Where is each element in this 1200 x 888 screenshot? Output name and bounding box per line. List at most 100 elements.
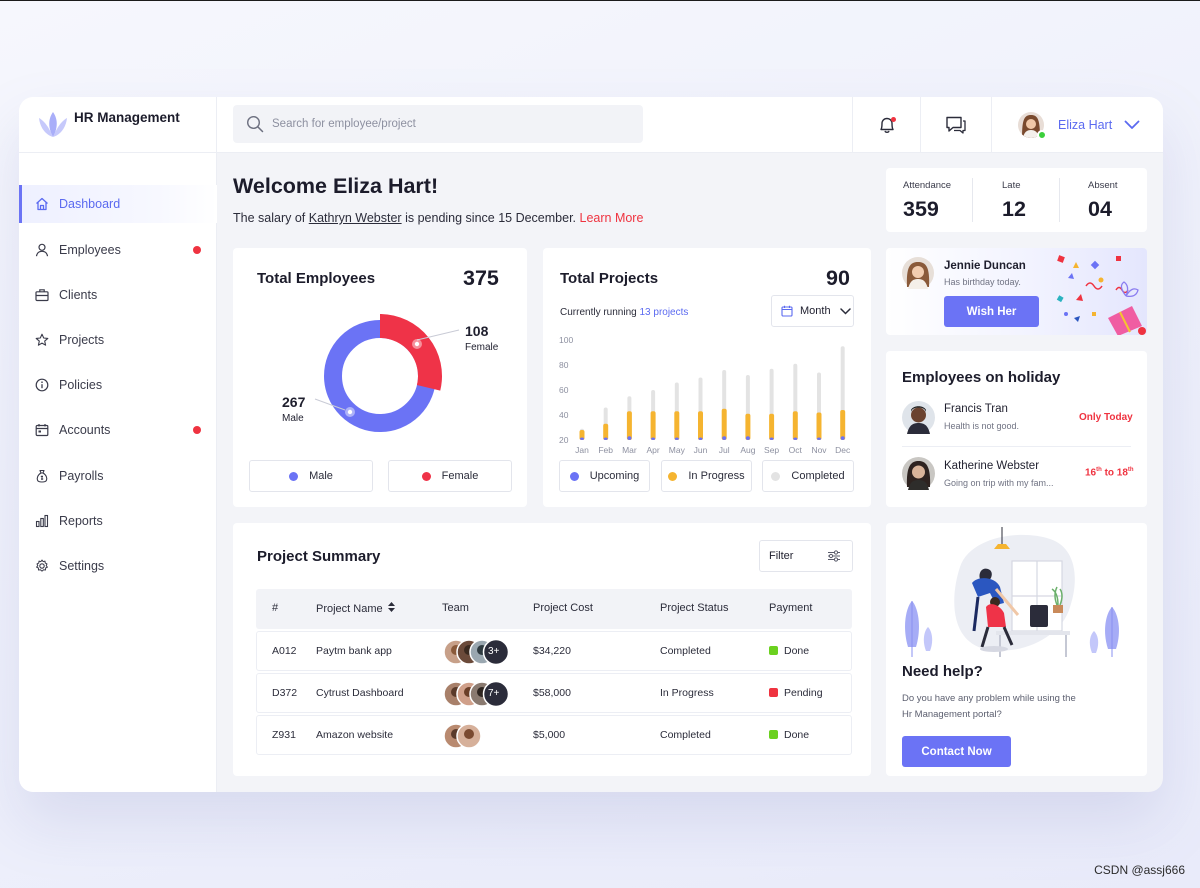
projects-total: 90 bbox=[826, 266, 850, 290]
bar-upcoming-jan bbox=[580, 437, 584, 440]
female-legend-dot bbox=[421, 471, 431, 481]
male-marker-dot bbox=[347, 409, 353, 415]
filter-button[interactable]: Filter bbox=[759, 540, 853, 572]
table-row[interactable]: A012 Paytm bank app 3+ $34,220 Completed… bbox=[256, 631, 852, 671]
project-status: Completed bbox=[660, 729, 711, 741]
table-row[interactable]: Z931 Amazon website $5,000 Completed Don… bbox=[256, 715, 852, 755]
bar-in-progress-sep bbox=[769, 413, 775, 440]
female-count: 108 bbox=[465, 323, 489, 339]
stat-value-late: 12 bbox=[1002, 197, 1026, 221]
date-to: to 18 bbox=[1101, 467, 1128, 479]
avatar bbox=[902, 457, 935, 490]
legend-in-progress[interactable]: In Progress bbox=[661, 460, 752, 492]
sidebar-item-settings[interactable]: Settings bbox=[19, 547, 217, 585]
sidebar-item-dashboard[interactable]: Dashboard bbox=[19, 185, 217, 223]
male-legend-dot bbox=[289, 471, 299, 481]
sort-icon[interactable] bbox=[387, 602, 395, 612]
learn-more-link[interactable]: Learn More bbox=[579, 211, 644, 225]
sidebar-item-payrolls[interactable]: Payrolls bbox=[19, 457, 217, 495]
column-header: Team bbox=[442, 602, 469, 614]
x-tick-label: Nov bbox=[811, 445, 827, 455]
table-header: # Project Name Team Project Cost Project… bbox=[256, 589, 852, 629]
briefcase-icon bbox=[34, 287, 50, 303]
running-projects-link[interactable]: 13 projects bbox=[639, 307, 689, 318]
legend-female[interactable]: Female bbox=[388, 460, 512, 492]
bar-in-progress-jul bbox=[721, 408, 727, 440]
project-cost: $5,000 bbox=[533, 729, 566, 741]
sidebar-item-label: Dashboard bbox=[59, 197, 121, 211]
sidebar-item-employees[interactable]: Employees bbox=[19, 231, 217, 269]
sidebar-item-label: Employees bbox=[59, 243, 121, 257]
sidebar-item-clients[interactable]: Clients bbox=[19, 276, 217, 314]
birthday-name: Jennie Duncan bbox=[944, 260, 1026, 272]
help-illustration bbox=[905, 527, 1119, 657]
bar-in-progress-oct bbox=[792, 411, 798, 440]
legend-male[interactable]: Male bbox=[249, 460, 373, 492]
confetti-gift-icon bbox=[1056, 255, 1146, 335]
employee-link[interactable]: Kathryn Webster bbox=[308, 211, 402, 225]
avatar-image bbox=[1018, 112, 1044, 138]
legend-upcoming[interactable]: Upcoming bbox=[559, 460, 650, 492]
bar-in-progress-apr bbox=[650, 411, 656, 440]
sidebar-item-policies[interactable]: Policies bbox=[19, 366, 217, 404]
search-bar[interactable] bbox=[233, 105, 643, 143]
payment-status-dot bbox=[769, 646, 778, 655]
column-header: # bbox=[272, 602, 279, 614]
project-status: Completed bbox=[660, 645, 711, 657]
project-status: In Progress bbox=[660, 687, 714, 699]
notifications-button[interactable] bbox=[852, 97, 920, 153]
y-tick-label: 20 bbox=[559, 435, 569, 445]
sidebar-item-label: Payrolls bbox=[59, 469, 104, 483]
sidebar-item-projects[interactable]: Projects bbox=[19, 321, 217, 359]
online-indicator bbox=[1037, 130, 1047, 140]
logo-area: HR Management bbox=[19, 97, 217, 153]
sidebar-item-label: Accounts bbox=[59, 423, 111, 437]
x-tick-label: Jul bbox=[719, 445, 730, 455]
help-card: Need help? Do you have any problem while… bbox=[886, 523, 1147, 776]
star-icon bbox=[34, 332, 50, 348]
top-bar: Eliza Hart bbox=[217, 97, 1163, 153]
payment-status-dot bbox=[769, 688, 778, 697]
project-name: Cytrust Dashboard bbox=[316, 687, 404, 699]
team-avatars[interactable] bbox=[443, 723, 487, 749]
column-header-sortable[interactable]: Project Name bbox=[316, 602, 395, 615]
legend-completed[interactable]: Completed bbox=[762, 460, 854, 492]
messages-button[interactable] bbox=[920, 97, 991, 153]
avatar bbox=[902, 401, 935, 434]
sidebar-item-label: Settings bbox=[59, 559, 105, 573]
table-row[interactable]: D372 Cytrust Dashboard 7+ $58,000 In Pro… bbox=[256, 673, 852, 713]
gear-icon bbox=[34, 558, 50, 574]
bar-chart-icon bbox=[34, 513, 50, 529]
team-avatars[interactable]: 7+ bbox=[443, 680, 513, 708]
filter-label: Filter bbox=[769, 550, 794, 562]
wish-her-button[interactable]: Wish Her bbox=[944, 296, 1039, 327]
employees-donut-chart bbox=[314, 314, 460, 432]
user-menu[interactable]: Eliza Hart bbox=[991, 97, 1163, 153]
sidebar-item-reports[interactable]: Reports bbox=[19, 502, 217, 540]
payment-status: Pending bbox=[784, 687, 823, 699]
help-text-line: Hr Management portal? bbox=[902, 709, 1002, 720]
money-bag-icon bbox=[34, 468, 50, 484]
stat-value-absent: 04 bbox=[1088, 197, 1112, 221]
payment-status: Done bbox=[784, 729, 810, 741]
lotus-logo-icon bbox=[39, 112, 67, 137]
salary-prefix: The salary of bbox=[233, 211, 309, 225]
employees-total: 375 bbox=[463, 266, 499, 290]
stat-label-late: Late bbox=[1002, 180, 1021, 191]
bar-in-progress-jun bbox=[698, 411, 703, 440]
running-prefix: Currently running bbox=[560, 307, 640, 318]
stat-value-attendance: 359 bbox=[903, 197, 939, 221]
attendance-stats-card: Attendance 359 Late 12 Absent 04 bbox=[886, 168, 1147, 232]
sidebar-item-accounts[interactable]: Accounts bbox=[19, 411, 217, 449]
welcome-title: Welcome Eliza Hart! bbox=[233, 174, 439, 198]
holiday-note: Going on trip with my fam... bbox=[944, 478, 1054, 488]
bar-upcoming-dec bbox=[840, 436, 845, 440]
contact-now-button[interactable]: Contact Now bbox=[902, 736, 1011, 767]
team-avatars[interactable]: 3+ bbox=[443, 638, 513, 666]
period-select[interactable]: Month bbox=[771, 295, 854, 327]
app-window: HR Management Dashboard Employees Client… bbox=[19, 97, 1163, 792]
bar-upcoming-may bbox=[674, 437, 679, 440]
bar-upcoming-oct bbox=[793, 437, 798, 440]
search-input[interactable] bbox=[272, 118, 612, 130]
calendar-icon bbox=[781, 305, 793, 317]
